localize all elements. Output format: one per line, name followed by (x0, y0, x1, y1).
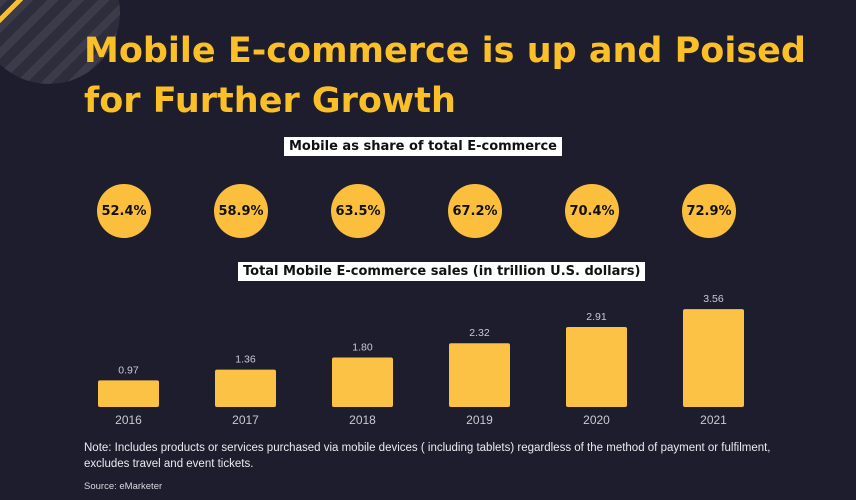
title-line-1: Mobile E-commerce is up and Poised (84, 31, 806, 71)
x-tick-label-2018: 2018 (349, 413, 376, 427)
footnote: Note: Includes products or services purc… (84, 442, 771, 470)
bar-value-label-2020: 2.91 (586, 311, 607, 323)
share-badge-2019: 67.2% (448, 184, 502, 238)
bar-2021 (683, 309, 744, 407)
page-title: Mobile E-commerce is up and Poised for F… (84, 26, 806, 126)
share-badge-2020: 70.4% (565, 184, 619, 238)
source-credit: Source: eMarketer (84, 481, 163, 492)
bar-2018 (332, 357, 393, 407)
bar-2019 (449, 343, 510, 407)
x-tick-label-2017: 2017 (232, 413, 259, 427)
bar-value-label-2018: 1.80 (352, 342, 373, 354)
bar-value-label-2021: 3.56 (703, 293, 724, 305)
share-badge-2017: 58.9% (214, 184, 268, 238)
bar-value-label-2017: 1.36 (235, 354, 256, 366)
share-badge-2016: 52.4% (97, 184, 151, 238)
bar-value-label-2019: 2.32 (469, 327, 490, 339)
x-tick-label-2016: 2016 (115, 413, 142, 427)
title-line-2: for Further Growth (84, 81, 456, 121)
bar-value-label-2016: 0.97 (118, 364, 139, 376)
bar-2020 (566, 326, 627, 407)
x-tick-label-2019: 2019 (466, 413, 493, 427)
x-tick-label-2020: 2020 (583, 413, 610, 427)
share-section-label: Mobile as share of total E-commerce (284, 137, 562, 156)
bar-2016 (98, 380, 159, 407)
decorative-striped-circle (0, 0, 120, 84)
share-badge-2018: 63.5% (331, 184, 385, 238)
x-tick-label-2021: 2021 (700, 413, 727, 427)
sales-chart-title: Total Mobile E-commerce sales (in trilli… (238, 262, 646, 281)
share-badge-2021: 72.9% (682, 184, 736, 238)
bar-2017 (215, 369, 276, 407)
